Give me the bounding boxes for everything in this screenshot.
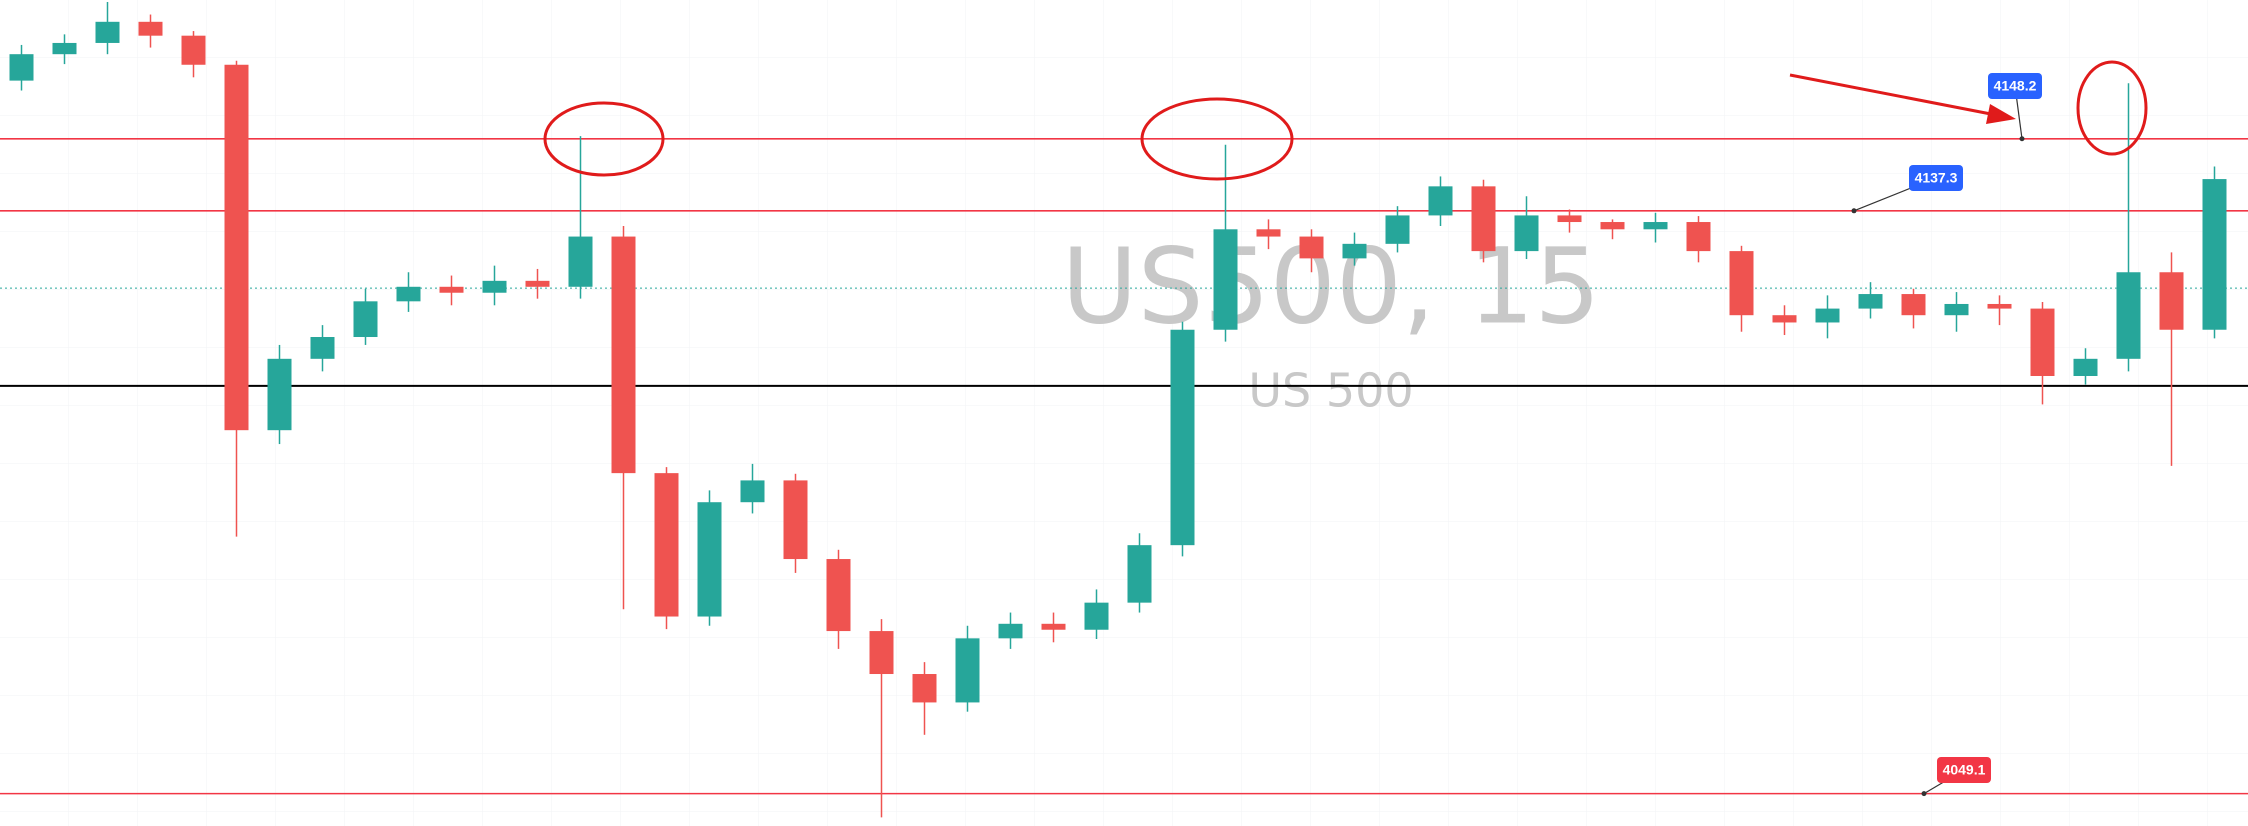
price-label: 4137.3 <box>1915 170 1958 186</box>
candle-body <box>1471 186 1496 252</box>
candle-body <box>2116 272 2141 359</box>
candle-body <box>869 631 894 675</box>
candle-body <box>955 638 980 703</box>
candle-body <box>568 236 593 287</box>
watermark-title: US500, 15 <box>1061 225 1600 347</box>
candle-body <box>525 280 550 287</box>
levels <box>0 137 2248 795</box>
arrow-head <box>1986 104 2016 124</box>
annotations <box>543 60 2148 181</box>
price-label: 4148.2 <box>1994 78 2037 94</box>
candle-body <box>1299 236 1324 259</box>
candle-body <box>1256 229 1281 237</box>
candle-body <box>2159 272 2184 330</box>
candle-body <box>1643 222 1668 230</box>
candle-body <box>1815 308 1840 323</box>
candle-body <box>2202 179 2227 330</box>
candle-body <box>697 502 722 617</box>
candle-body <box>138 21 163 36</box>
candle-body <box>1944 303 1969 316</box>
candle-body <box>1858 294 1883 309</box>
candle-body <box>2030 308 2055 376</box>
candle-body <box>1729 251 1754 316</box>
candle-body <box>1385 215 1410 244</box>
highlight-ellipse <box>1140 97 1294 181</box>
candle-body <box>654 473 679 617</box>
candle-body <box>1901 294 1926 316</box>
candle-body <box>1428 186 1453 216</box>
candle-body <box>310 337 335 359</box>
arrow-shaft <box>1789 73 1997 117</box>
candle-body <box>783 480 808 560</box>
candle-body <box>1600 222 1625 230</box>
candle-body <box>1987 303 2012 309</box>
candle-body <box>1772 315 1797 323</box>
candle-body <box>826 559 851 632</box>
candle-body <box>267 358 292 431</box>
candle-body <box>181 35 206 65</box>
watermark-subtitle: US 500 <box>1248 364 1413 418</box>
candle-body <box>1686 222 1711 252</box>
candle-body <box>912 674 937 703</box>
label-box <box>1988 73 2042 99</box>
candle-body <box>482 280 507 293</box>
candle-body <box>1170 329 1195 546</box>
candle-body <box>1127 545 1152 603</box>
highlight-ellipse <box>543 101 665 177</box>
label-box <box>1937 757 1991 783</box>
candle-body <box>95 21 120 43</box>
candle-body <box>439 286 464 293</box>
price-label: 4049.1 <box>1943 762 1986 778</box>
candle-body <box>611 236 636 474</box>
candle-body <box>353 301 378 338</box>
candle-body <box>224 64 249 431</box>
candle-body <box>52 42 77 55</box>
candle-body <box>998 623 1023 639</box>
label-anchor <box>1921 791 1927 797</box>
candle-body <box>1557 215 1582 223</box>
label-box <box>1909 165 1963 191</box>
price-labels: 4148.2 4137.3 4049.1 <box>1851 73 2042 797</box>
label-anchor <box>2019 136 2025 142</box>
candles <box>9 1 2227 818</box>
candle-body <box>1213 229 1238 330</box>
candle-body <box>1342 243 1367 259</box>
candle-body <box>396 286 421 302</box>
candle-body <box>1041 623 1066 630</box>
candle-body <box>1514 215 1539 252</box>
candle-body <box>2073 358 2098 376</box>
label-anchor <box>1851 208 1857 214</box>
highlight-ellipse <box>2076 60 2148 156</box>
candle-body <box>740 480 765 503</box>
candle-body <box>9 54 34 81</box>
candle-body <box>1084 602 1109 630</box>
